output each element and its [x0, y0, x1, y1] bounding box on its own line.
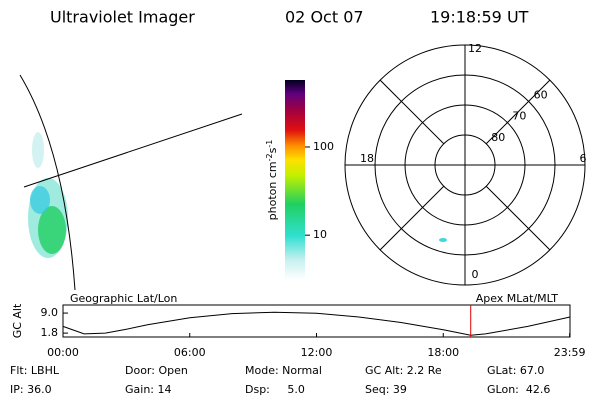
lat-label: 60: [534, 88, 548, 101]
date: 02 Oct 07: [285, 8, 364, 27]
alt-title-right: Apex MLat/MLT: [476, 292, 559, 305]
status-field: GLat: 67.0: [487, 364, 544, 377]
altitude-line: [62, 311, 571, 336]
polar-spoke: [379, 185, 445, 251]
mlt-label: 0: [472, 268, 479, 281]
status-field: GLon: 42.6: [487, 383, 550, 396]
x-tick-label: 06:00: [174, 346, 206, 359]
mlt-label: 18: [360, 152, 374, 165]
x-tick-label: 12:00: [301, 346, 333, 359]
status-field: IP: 36.0: [10, 383, 52, 396]
colorbar-tick-label: 100: [313, 140, 334, 153]
title: Ultraviolet Imager: [50, 8, 195, 27]
y-tick-label: 1.8: [41, 326, 59, 339]
polar-spoke: [485, 185, 551, 251]
status-field: Seq: 39: [365, 383, 407, 396]
status-field: Dsp: 5.0: [245, 383, 305, 396]
lat-label: 80: [491, 131, 505, 144]
x-tick-label: 00:00: [47, 346, 79, 359]
polar-blob: [439, 238, 447, 242]
status-field: Flt: LBHL: [10, 364, 60, 377]
colorbar: [285, 80, 305, 280]
status-field: GC Alt: 2.2 Re: [365, 364, 442, 377]
mlt-label: 6: [580, 152, 587, 165]
alt-ylabel: GC Alt: [11, 303, 24, 338]
time: 19:18:59 UT: [430, 8, 529, 27]
polar-spoke: [485, 79, 551, 145]
status-field: Mode: Normal: [245, 364, 322, 377]
status-field: Gain: 14: [125, 383, 172, 396]
x-tick-label: 18:00: [427, 346, 459, 359]
lat-label: 70: [512, 110, 526, 123]
alt-title-left: Geographic Lat/Lon: [70, 292, 177, 305]
colorbar-label: photon cm-2s-1: [265, 140, 280, 221]
y-tick-label: 9.0: [41, 306, 59, 319]
colorbar-tick-label: 10: [313, 228, 327, 241]
mlt-label: 12: [468, 42, 482, 55]
status-field: Door: Open: [125, 364, 188, 377]
x-tick-label: 23:59: [554, 346, 586, 359]
earth-image: [19, 74, 243, 291]
polar-spoke: [379, 79, 445, 145]
